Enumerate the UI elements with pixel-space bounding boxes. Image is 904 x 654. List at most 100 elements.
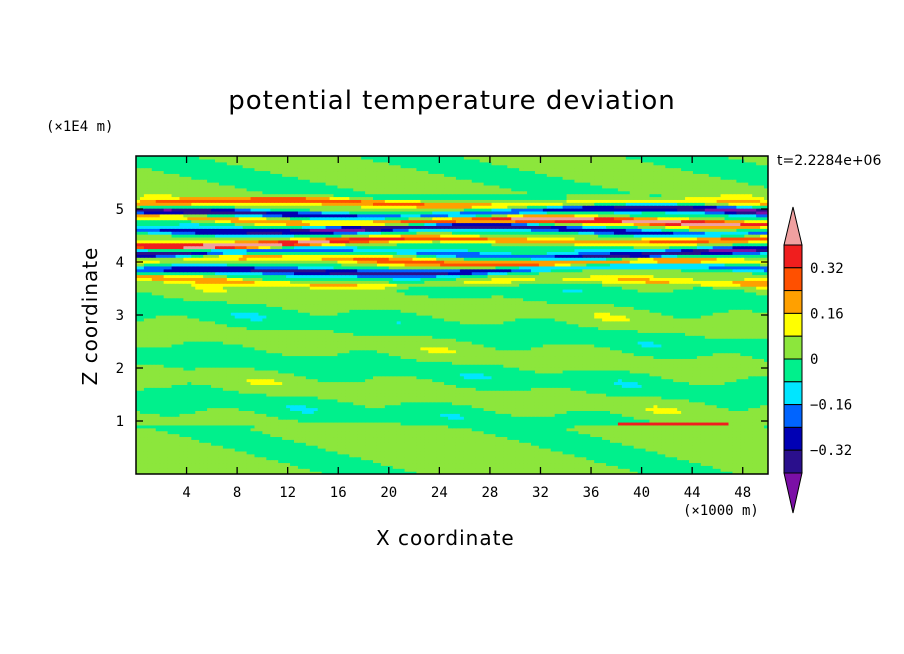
field-cell [661, 445, 666, 449]
field-cell [380, 445, 386, 449]
field-cell [432, 471, 437, 474]
field-cell [657, 421, 662, 426]
field-cell [483, 433, 489, 438]
field-cell [692, 450, 698, 455]
field-cell [207, 447, 212, 452]
field-cell [712, 459, 718, 464]
field-cell [215, 430, 220, 435]
field-cell [748, 436, 753, 440]
field-cell [290, 439, 295, 443]
field-cell [222, 459, 228, 464]
field-cell [175, 456, 181, 461]
field-cell [452, 445, 457, 449]
field-cell [266, 439, 271, 443]
field-cell [538, 471, 544, 474]
field-cell [455, 471, 461, 474]
field-cell [542, 445, 548, 449]
field-cell [550, 439, 556, 443]
field-cell [234, 436, 240, 440]
field-cell [179, 465, 184, 469]
field-cell [313, 445, 319, 449]
field-cell [621, 450, 627, 455]
field-cell [380, 456, 386, 461]
field-cell [736, 427, 741, 432]
field-cell [459, 427, 465, 432]
field-cell [218, 439, 224, 443]
field-cell [404, 459, 410, 464]
field-cell [744, 450, 749, 455]
field-cell [586, 424, 591, 429]
field-cell [471, 468, 477, 472]
field-cell [167, 421, 173, 426]
field-cell [376, 459, 382, 464]
field-cell [531, 459, 536, 464]
field-cell [467, 468, 473, 472]
field-cell [515, 421, 520, 426]
field-cell [274, 436, 279, 440]
field-cell [416, 433, 421, 438]
field-cell [507, 447, 512, 452]
field-cell [471, 456, 477, 461]
field-cell [384, 439, 390, 443]
field-cell [207, 453, 212, 458]
field-cell [677, 459, 682, 464]
field-cell [218, 436, 224, 440]
field-cell [234, 462, 240, 466]
field-cell [266, 445, 271, 449]
field-cell [349, 462, 354, 466]
field-cell [345, 427, 350, 432]
field-cell [459, 462, 465, 466]
field-cell [286, 462, 291, 466]
field-cell [376, 447, 382, 452]
field-cell [215, 471, 220, 474]
field-cell [278, 445, 283, 449]
field-cell [665, 447, 670, 452]
field-cell [333, 433, 339, 438]
field-cell [590, 427, 595, 432]
field-cell [558, 468, 564, 472]
field-cell [297, 433, 303, 438]
field-cell [376, 442, 382, 446]
field-cell [147, 465, 153, 469]
field-cell [633, 465, 639, 469]
field-cell [301, 421, 307, 426]
field-cell [321, 447, 327, 452]
field-cell [416, 450, 421, 455]
field-cell [582, 450, 587, 455]
field-cell [309, 453, 315, 458]
field-cell [305, 433, 311, 438]
field-cell [629, 433, 635, 438]
field-cell [606, 436, 611, 440]
field-cell [649, 427, 655, 432]
field-cell [143, 433, 149, 438]
field-cell [309, 471, 315, 474]
field-cell [432, 459, 437, 464]
field-cell [578, 453, 583, 458]
field-cell [562, 450, 568, 455]
field-cell [234, 419, 240, 423]
field-cell [139, 447, 145, 452]
field-cell [349, 445, 354, 449]
field-cell [542, 459, 548, 464]
field-cell [507, 439, 512, 443]
field-cell [475, 427, 481, 432]
field-cell [396, 427, 402, 432]
field-cell [278, 430, 283, 435]
field-cell [329, 424, 335, 429]
field-cell [369, 424, 374, 429]
field-cell [538, 433, 544, 438]
field-cell [519, 442, 524, 446]
field-cell [459, 433, 465, 438]
field-cell [246, 442, 252, 446]
field-cell [294, 424, 299, 429]
field-cell [519, 468, 524, 472]
field-cell [704, 465, 710, 469]
field-cell [689, 427, 694, 432]
field-cell [222, 471, 228, 474]
field-cell [673, 433, 678, 438]
field-cell [507, 462, 512, 466]
field-cell [685, 468, 690, 472]
field-cell [736, 447, 741, 452]
field-cell [736, 445, 741, 449]
field-cell [388, 439, 394, 443]
